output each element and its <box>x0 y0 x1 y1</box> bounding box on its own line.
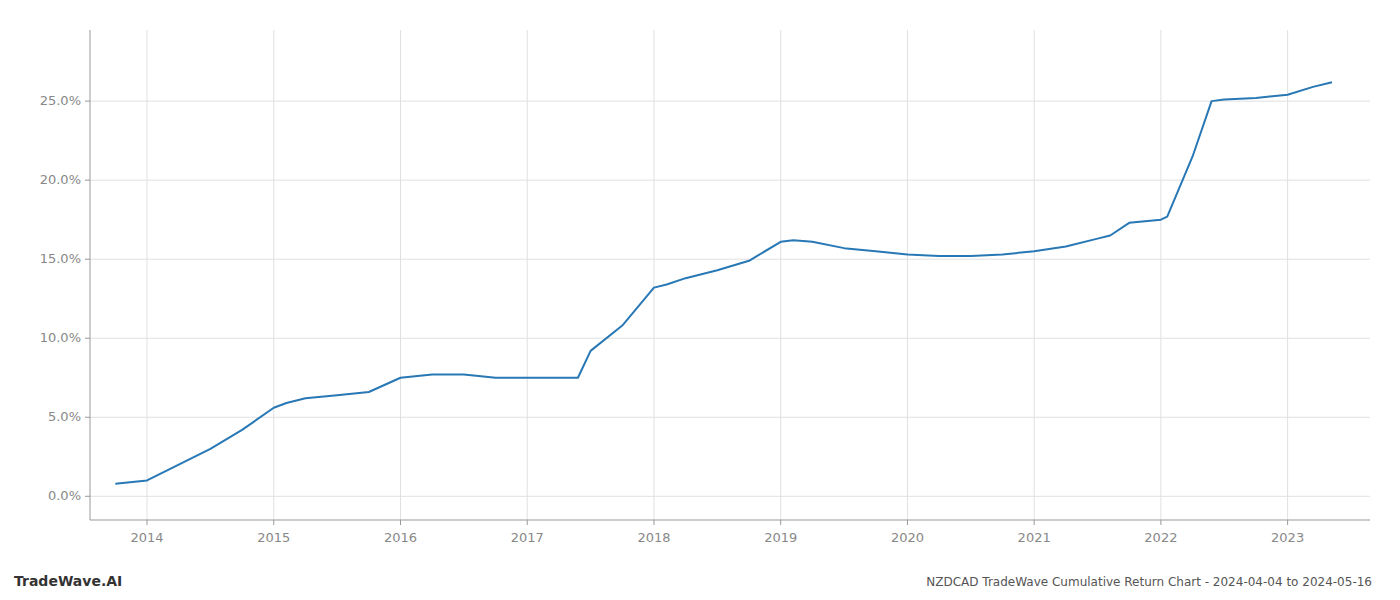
tick-mark <box>653 520 654 525</box>
chart: 0.0% 5.0% 10.0% 15.0% 20.0% 25.0% 2014 2015 2016… <box>0 0 1400 600</box>
tick-mark <box>1160 520 1161 525</box>
tick-label: 0.0% <box>48 488 81 503</box>
grid-line <box>907 30 908 520</box>
tick-mark <box>907 520 908 525</box>
grid-line <box>780 30 781 520</box>
x-axis-line <box>90 520 1370 521</box>
grid-line <box>527 30 528 520</box>
tick-label: 2020 <box>891 530 924 545</box>
tick-label: 2022 <box>1144 530 1177 545</box>
grid-line <box>90 259 1370 260</box>
plot-area <box>115 82 1332 483</box>
tick-label: 10.0% <box>40 330 81 345</box>
grid-line <box>273 30 274 520</box>
grid-line <box>1287 30 1288 520</box>
tick-mark <box>85 417 90 418</box>
tick-mark <box>273 520 274 525</box>
tick-label: 2016 <box>384 530 417 545</box>
tick-label: 20.0% <box>40 172 81 187</box>
tick-mark <box>147 520 148 525</box>
tick-label: 15.0% <box>40 251 81 266</box>
tick-label: 5.0% <box>48 409 81 424</box>
tick-mark <box>85 101 90 102</box>
chart-container: 0.0% 5.0% 10.0% 15.0% 20.0% 25.0% 2014 2015 2016… <box>0 0 1400 600</box>
tick-mark <box>527 520 528 525</box>
grid-line <box>147 30 148 520</box>
data-line <box>115 82 1332 483</box>
tick-label: 2017 <box>511 530 544 545</box>
grid <box>90 30 1370 520</box>
title: NZDCAD TradeWave Cumulative Return Chart… <box>926 575 1372 589</box>
grid-line <box>1160 30 1161 520</box>
grid-line <box>90 101 1370 102</box>
grid-line <box>653 30 654 520</box>
axes: 0.0% 5.0% 10.0% 15.0% 20.0% 25.0% 2014 2015 2016… <box>40 30 1370 545</box>
tick-label: 25.0% <box>40 93 81 108</box>
tick-label: 2015 <box>257 530 290 545</box>
tick-label: 2021 <box>1018 530 1051 545</box>
watermark: TradeWave.AI <box>14 573 122 589</box>
tick-mark <box>780 520 781 525</box>
grid-line <box>90 417 1370 418</box>
tick-mark <box>85 338 90 339</box>
grid-line <box>90 338 1370 339</box>
grid-line <box>400 30 401 520</box>
tick-label: 2018 <box>637 530 670 545</box>
grid-line <box>90 496 1370 497</box>
tick-label: 2019 <box>764 530 797 545</box>
tick-mark <box>1287 520 1288 525</box>
grid-line <box>1034 30 1035 520</box>
grid-line <box>90 180 1370 181</box>
tick-mark <box>85 496 90 497</box>
tick-mark <box>400 520 401 525</box>
tick-mark <box>85 180 90 181</box>
tick-label: 2023 <box>1271 530 1304 545</box>
tick-mark <box>1034 520 1035 525</box>
tick-label: 2014 <box>130 530 163 545</box>
tick-mark <box>85 259 90 260</box>
y-axis-line <box>90 30 91 520</box>
